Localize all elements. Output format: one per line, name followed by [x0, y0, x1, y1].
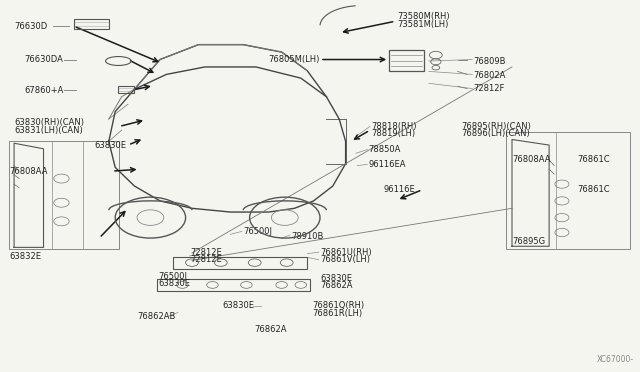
Bar	[173, 257, 307, 269]
Text: 63831(LH)(CAN): 63831(LH)(CAN)	[14, 126, 83, 135]
Text: 73580M(RH): 73580M(RH)	[397, 12, 449, 21]
Text: 76809B: 76809B	[474, 57, 506, 66]
Text: 72812E: 72812E	[191, 255, 223, 264]
Text: 78818(RH): 78818(RH)	[371, 122, 417, 131]
Text: 76808AA: 76808AA	[9, 167, 47, 176]
Text: 76862A: 76862A	[255, 325, 287, 334]
Text: XC67000-: XC67000-	[596, 355, 634, 364]
Text: 76862A: 76862A	[320, 281, 353, 290]
Text: 72812E: 72812E	[191, 248, 223, 257]
Bar	[74, 19, 109, 29]
Text: 76861V(LH): 76861V(LH)	[320, 255, 370, 264]
Text: 73581M(LH): 73581M(LH)	[397, 20, 448, 29]
Text: 78819(LH): 78819(LH)	[371, 129, 415, 138]
Text: 63830E: 63830E	[320, 274, 352, 283]
Text: 76861U(RH): 76861U(RH)	[320, 248, 372, 257]
Text: 76896(LH)(CAN): 76896(LH)(CAN)	[461, 129, 529, 138]
Text: 76500J: 76500J	[159, 272, 188, 280]
Text: 76630D: 76630D	[14, 22, 47, 31]
Text: 63830E: 63830E	[95, 141, 127, 150]
Bar	[9, 141, 119, 249]
Text: 76895G: 76895G	[512, 237, 545, 246]
Text: 76895(RH)(CAN): 76895(RH)(CAN)	[461, 122, 531, 131]
Text: 76808AA: 76808AA	[512, 155, 550, 164]
Bar	[118, 86, 134, 93]
Text: 78850A: 78850A	[369, 145, 401, 154]
Text: 78910B: 78910B	[291, 232, 324, 241]
Text: 76861C: 76861C	[577, 185, 610, 194]
Text: 63830(RH)(CAN): 63830(RH)(CAN)	[14, 118, 84, 127]
Text: 76802A: 76802A	[474, 71, 506, 80]
Text: 76500J: 76500J	[243, 227, 272, 236]
Text: 96116EA: 96116EA	[369, 160, 406, 169]
Bar	[389, 50, 424, 71]
Text: 76861C: 76861C	[577, 155, 610, 164]
Text: 76630DA: 76630DA	[24, 55, 63, 64]
Text: 76861R(LH): 76861R(LH)	[312, 309, 362, 318]
Bar	[157, 279, 310, 291]
Text: 76861Q(RH): 76861Q(RH)	[312, 301, 364, 310]
Text: 63830E: 63830E	[223, 301, 255, 310]
Bar	[506, 132, 630, 249]
Text: 96116E: 96116E	[384, 185, 416, 194]
Text: 63832E: 63832E	[9, 252, 41, 261]
Text: 76805M(LH): 76805M(LH)	[269, 55, 320, 64]
Text: 67860+A: 67860+A	[24, 86, 64, 94]
Text: 72812F: 72812F	[474, 84, 505, 93]
Text: 76862AB: 76862AB	[138, 312, 176, 321]
Text: 63830E: 63830E	[159, 279, 191, 288]
